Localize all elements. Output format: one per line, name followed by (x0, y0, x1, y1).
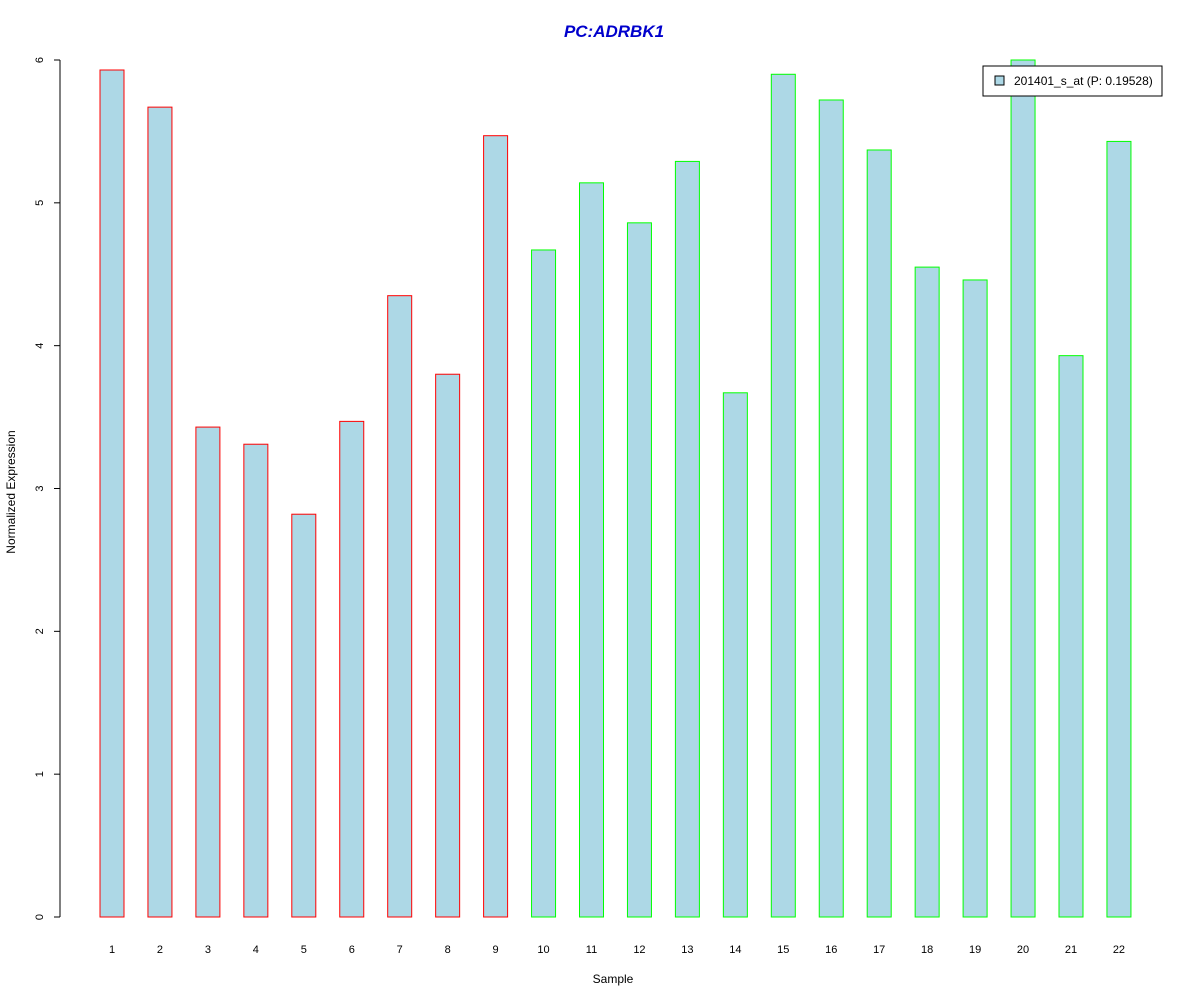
bar (1106, 140, 1132, 918)
bar (626, 222, 652, 918)
x-tick-label: 12 (633, 944, 645, 956)
x-tick-label: 11 (586, 944, 597, 956)
bar (147, 106, 173, 918)
bar (243, 443, 269, 918)
bar (531, 249, 557, 918)
x-tick-label: 19 (969, 944, 981, 956)
bar (914, 266, 940, 918)
y-tick-label: 1 (34, 771, 46, 777)
x-tick-label: 21 (1065, 944, 1077, 956)
x-tick-label: 2 (157, 944, 163, 956)
bar (770, 73, 796, 918)
bar (1058, 355, 1084, 918)
legend-box (982, 65, 1163, 97)
bar (674, 160, 700, 918)
x-tick-label: 9 (493, 944, 499, 956)
x-axis-tick-labels: 1 2 3 4 5 6 7 8 9 10 11 12 13 14 15 16 17 18 19 20 21 22 (109, 944, 1125, 956)
bar (435, 373, 461, 918)
bar (579, 182, 604, 918)
y-tick-label: 5 (34, 200, 46, 206)
bar (722, 392, 748, 918)
bar (866, 149, 892, 918)
bar (387, 295, 413, 918)
y-axis-title: Normalized Expression (4, 430, 18, 553)
x-tick-label: 18 (921, 944, 933, 956)
legend: 201401_s_at (P: 0.19528) (982, 65, 1163, 97)
x-axis-title: Sample (593, 972, 634, 986)
y-tick-label: 3 (34, 485, 46, 491)
x-tick-label: 4 (253, 944, 259, 956)
y-tick-label: 0 (34, 914, 46, 920)
bar (99, 69, 125, 918)
x-tick-label: 3 (205, 944, 211, 956)
legend-label: 201401_s_at (P: 0.19528) (1014, 74, 1153, 88)
x-tick-label: 5 (301, 944, 307, 956)
x-tick-label: 20 (1017, 944, 1029, 956)
y-tick-label: 4 (34, 343, 46, 349)
x-tick-label: 13 (681, 944, 693, 956)
y-axis-ticks: 0 1 2 3 4 5 6 (34, 57, 60, 920)
legend-swatch (994, 75, 1005, 86)
x-tick-label: 16 (825, 944, 837, 956)
bar (339, 420, 365, 918)
bar (818, 99, 844, 918)
x-tick-label: 7 (397, 944, 403, 956)
bar (1010, 59, 1036, 918)
bar (483, 135, 509, 918)
bar (195, 426, 221, 918)
y-axis: 0 1 2 3 4 5 6 (34, 57, 61, 920)
x-tick-label: 6 (349, 944, 355, 956)
x-tick-label: 10 (537, 944, 549, 956)
x-tick-label: 22 (1113, 944, 1125, 956)
x-tick-label: 8 (445, 944, 451, 956)
x-tick-label: 15 (777, 944, 789, 956)
x-tick-label: 14 (729, 944, 741, 956)
bars (99, 59, 1132, 918)
y-tick-label: 2 (34, 628, 46, 634)
bar (291, 513, 317, 918)
x-tick-label: 1 (109, 944, 115, 956)
bar (962, 279, 988, 918)
y-tick-label: 6 (34, 57, 46, 63)
chart-title: PC:ADRBK1 (564, 22, 664, 41)
x-tick-label: 17 (873, 944, 885, 956)
